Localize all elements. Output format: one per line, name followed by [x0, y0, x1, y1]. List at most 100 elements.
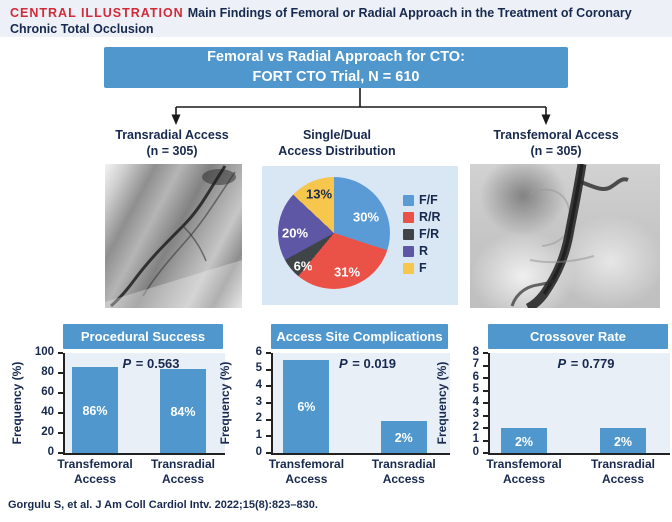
y-tick-mark — [483, 364, 488, 367]
pie-slice-label: 13% — [305, 186, 333, 202]
flow-root-box: Femoral vs Radial Approach for CTO: FORT… — [104, 47, 568, 88]
legend-label: F/F — [419, 193, 438, 208]
crossover-rate-chart: Crossover Rate P = 0.779 Frequency (%) 0… — [433, 322, 670, 494]
y-tick-mark — [58, 432, 63, 434]
radial-artery-vessels — [105, 165, 242, 308]
p-value-label: P = 0.563 — [122, 356, 180, 371]
root-box-line1: Femoral vs Radial Approach for CTO: — [207, 48, 465, 65]
transradial-label-line1: Transradial Access — [115, 128, 229, 142]
bar-transradial-access — [160, 369, 206, 453]
bar-value-label: 84% — [170, 405, 196, 419]
y-tick-label: 0 — [255, 445, 262, 458]
access-distribution-pie-chart — [278, 177, 390, 289]
x-axis-category-label: Transfemoral Access — [268, 457, 345, 486]
p-value-label: P = 0.779 — [557, 356, 615, 371]
legend-label: R/R — [419, 210, 441, 225]
y-tick-mark — [483, 439, 488, 442]
y-tick-mark — [266, 435, 271, 438]
y-tick-label: 6 — [472, 370, 479, 383]
transradial-column-label: Transradial Access (n = 305) — [87, 127, 257, 160]
y-tick-mark — [266, 452, 271, 454]
y-tick-mark — [58, 452, 63, 454]
distribution-label-line2: Access Distribution — [278, 144, 396, 159]
transfemoral-label-line1: Transfemoral Access — [493, 128, 619, 142]
x-axis-category-label: Transradial Access — [150, 457, 216, 486]
legend-item: F/F — [403, 194, 441, 207]
legend-label: R — [419, 244, 429, 259]
legend-item: F — [403, 262, 441, 275]
y-tick-label: 20 — [41, 425, 54, 438]
transfemoral-column-label: Transfemoral Access (n = 305) — [471, 127, 641, 160]
bar-value-label: 2% — [613, 434, 633, 449]
figure-title-bar: CENTRAL ILLUSTRATION Main Findings of Fem… — [0, 0, 672, 37]
y-tick-label: 1 — [472, 433, 479, 445]
y-tick-mark — [483, 389, 488, 392]
pie-slice-label: 31% — [333, 264, 361, 280]
y-tick-label: 80 — [41, 365, 54, 378]
x-axis-category-label: Transfemoral Access — [486, 457, 562, 486]
legend-swatch — [403, 212, 414, 223]
y-tick-mark — [58, 392, 63, 394]
y-tick-label: 0 — [472, 445, 479, 458]
legend-swatch — [403, 246, 414, 257]
y-tick-label: 6 — [255, 345, 262, 358]
pie-legend: F/F R/R F/R R F — [403, 194, 441, 275]
y-tick-mark — [266, 368, 271, 371]
distribution-label-line1: Single/Dual — [302, 128, 372, 142]
y-tick-mark — [483, 377, 488, 379]
p-value-label: P = 0.019 — [338, 356, 397, 371]
y-tick-mark — [58, 412, 63, 414]
y-tick-label: 4 — [472, 395, 479, 408]
legend-label: F — [419, 261, 427, 276]
y-tick-mark — [266, 418, 271, 421]
pie-slice-label: 20% — [281, 225, 309, 241]
access-site-complications-chart: Access Site Complications P = 0.019 Freq… — [216, 322, 450, 494]
chart-title: Procedural Success — [63, 324, 223, 349]
bar-value-label: 86% — [82, 404, 108, 418]
y-tick-label: 5 — [472, 383, 479, 395]
access-distribution-panel: F/F R/R F/R R F 30% 31% 6% 20% 13% — [262, 166, 458, 305]
transfemoral-angiogram-image — [470, 164, 660, 308]
y-tick-label: 4 — [255, 378, 262, 391]
transradial-n-label: (n = 305) — [146, 144, 198, 159]
y-tick-label: 7 — [472, 358, 479, 370]
y-tick-label: 8 — [472, 345, 479, 358]
transfemoral-n-label: (n = 305) — [530, 144, 582, 159]
bar-transfemoral-access — [72, 367, 118, 453]
y-tick-mark — [266, 352, 271, 354]
chart-title: Crossover Rate — [488, 324, 668, 349]
legend-swatch — [403, 229, 414, 240]
central-illustration-label: CENTRAL ILLUSTRATION — [10, 6, 184, 20]
bar-transradial-access — [380, 420, 427, 453]
y-tick-label: 60 — [41, 385, 54, 398]
legend-item: F/R — [403, 228, 441, 241]
y-tick-mark — [483, 452, 488, 454]
x-axis-category-label: Transradial Access — [371, 457, 436, 486]
y-tick-label: 2 — [255, 412, 262, 425]
legend-item: R/R — [403, 211, 441, 224]
bar-value-label: 2% — [394, 430, 413, 445]
chart-title: Access Site Complications — [271, 324, 448, 349]
y-tick-mark — [483, 352, 488, 354]
y-tick-label: 1 — [255, 428, 262, 441]
bar-transradial-access — [600, 428, 646, 453]
legend-swatch — [403, 195, 414, 206]
y-tick-label: 3 — [472, 408, 479, 420]
bar-value-label: 2% — [514, 434, 534, 449]
y-tick-label: 2 — [472, 420, 479, 433]
y-tick-mark — [58, 352, 63, 354]
y-tick-label: 40 — [41, 405, 54, 418]
y-tick-label: 5 — [255, 362, 262, 375]
access-distribution-column-label: Single/Dual Access Distribution — [252, 127, 422, 160]
y-tick-label: 0 — [47, 445, 54, 458]
root-box-line2: FORT CTO Trial, N = 610 — [252, 68, 420, 85]
y-tick-mark — [266, 402, 271, 404]
x-axis-category-label: Transradial Access — [590, 457, 656, 486]
pie-slice-label: 30% — [352, 209, 380, 225]
legend-label: F/R — [419, 227, 440, 242]
x-axis-category-label: Transfemoral Access — [57, 457, 133, 486]
y-tick-label: 3 — [255, 395, 262, 408]
y-tick-mark — [266, 385, 271, 388]
y-tick-mark — [483, 414, 488, 417]
